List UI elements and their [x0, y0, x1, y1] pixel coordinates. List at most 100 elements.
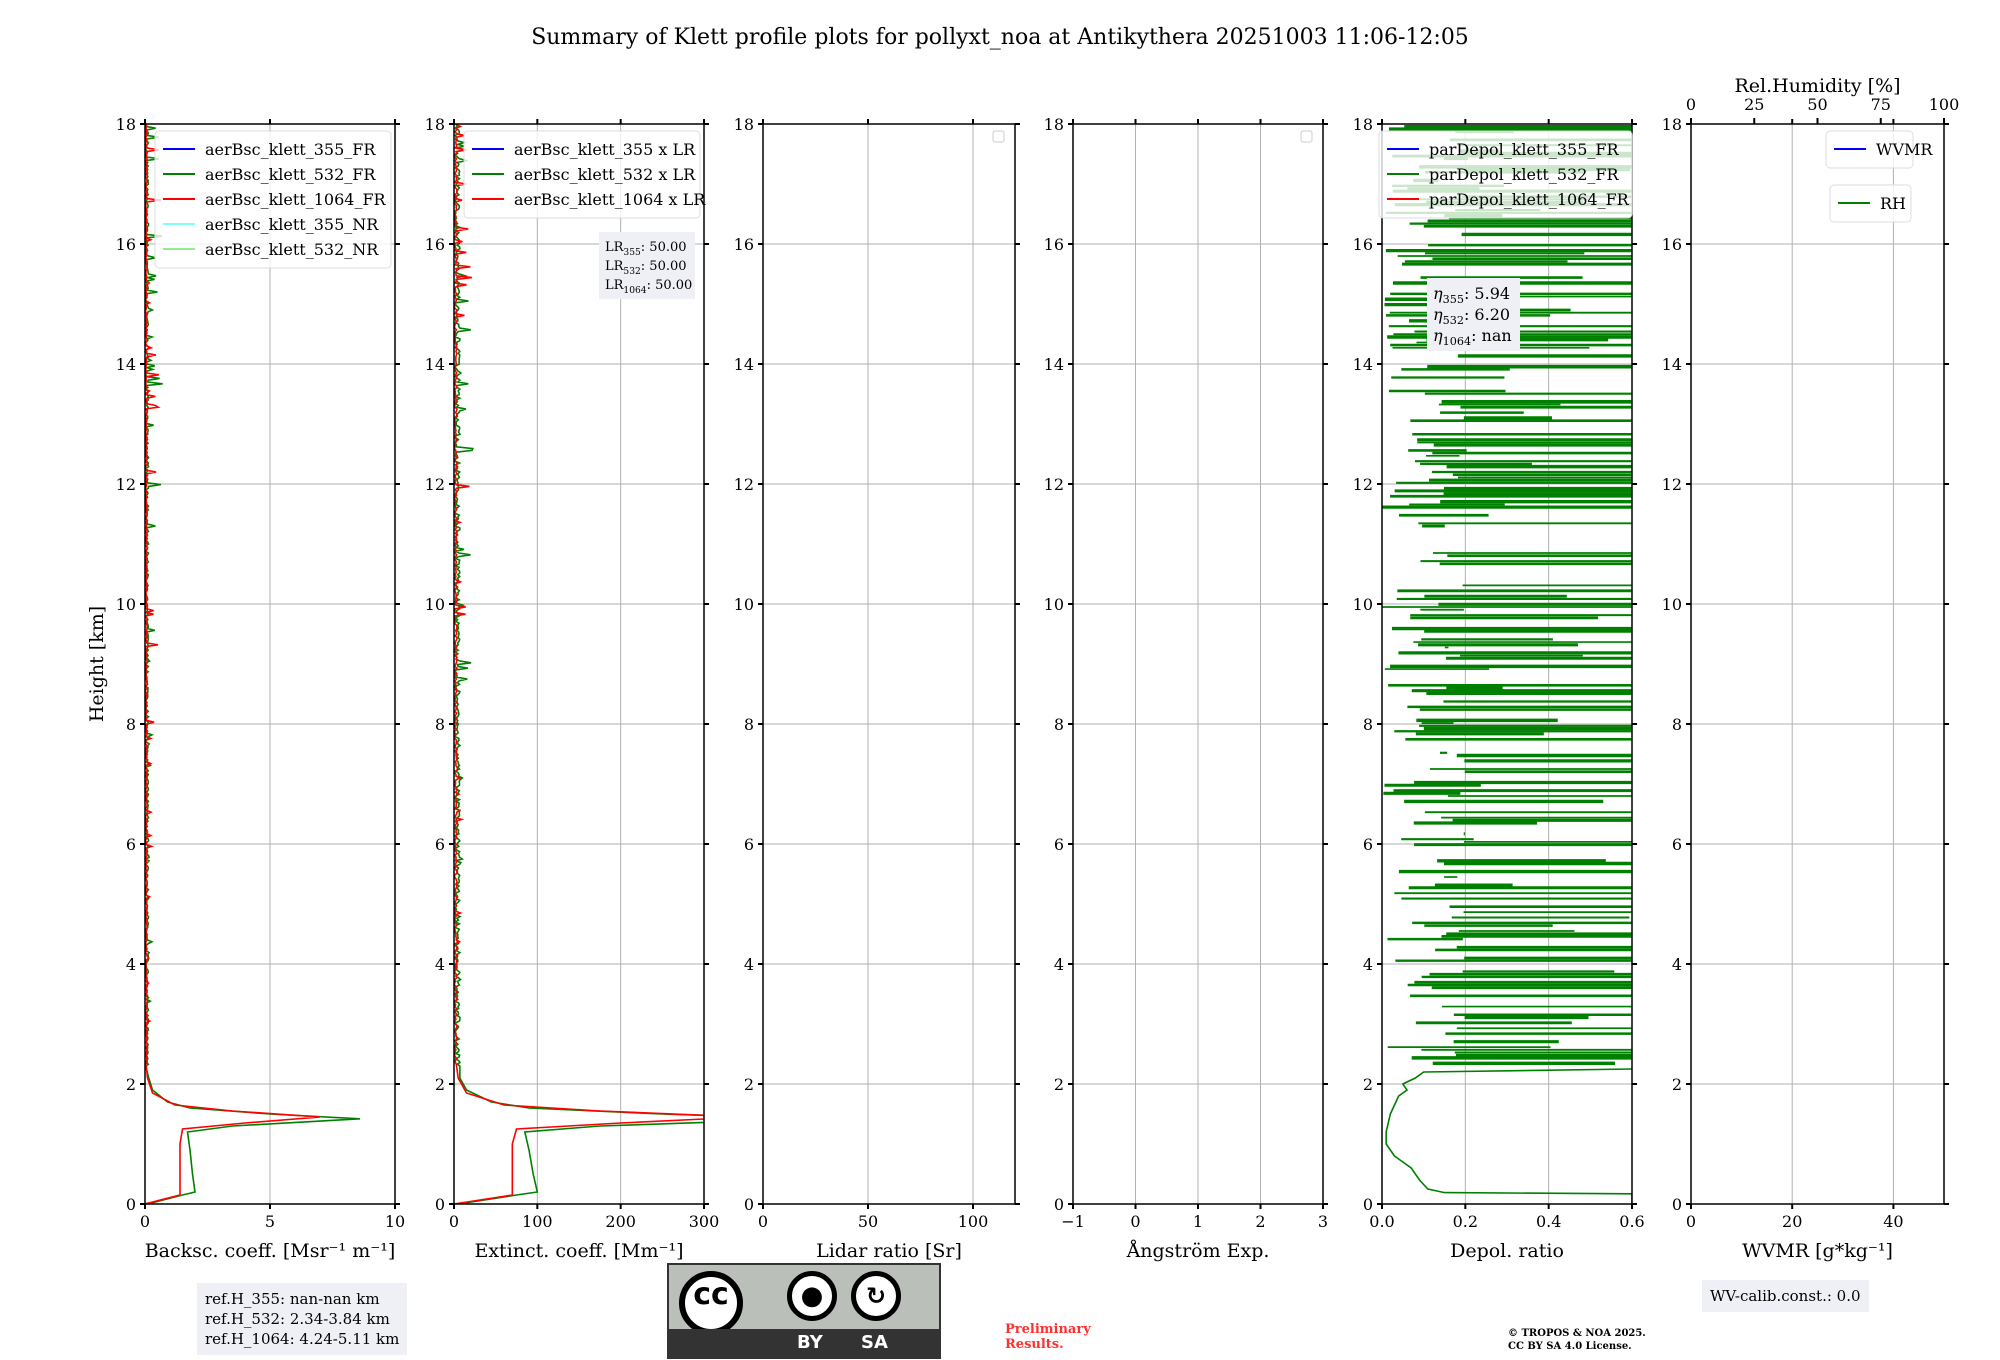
y-tick-label: 6: [1054, 835, 1064, 854]
ref-height-532: ref.H_532: 2.34-3.84 km: [205, 1310, 390, 1328]
y-tick-label: 16: [1044, 235, 1064, 254]
legend-wvmr: WVMR: [1825, 130, 1933, 169]
y-tick-label: 18: [116, 115, 136, 134]
x-tick-label: 100: [522, 1212, 553, 1231]
legend-entry: aerBsc_klett_1064_FR: [205, 190, 387, 209]
x-tick-label: 10: [385, 1212, 405, 1231]
cc-icon: cc: [679, 1271, 743, 1335]
y-tick-label: 10: [734, 595, 754, 614]
x-axis-label: WVMR [g*kg⁻¹]: [1742, 1240, 1893, 1262]
top-x-tick-label: 75: [1871, 95, 1891, 114]
y-tick-label: 10: [1353, 595, 1373, 614]
y-tick-label: 14: [1662, 355, 1682, 374]
cc-by-sa-logo: cc ● ↻ BY SA: [667, 1263, 941, 1359]
top-x-tick-label: 100: [1929, 95, 1960, 114]
y-tick-label: 18: [1662, 115, 1682, 134]
axes-frame: [762, 123, 1016, 1205]
y-tick-label: 10: [1044, 595, 1064, 614]
legend-entry: parDepol_klett_1064_FR: [1429, 190, 1630, 209]
x-tick-label: 2: [1255, 1212, 1265, 1231]
series-line-aerBsc_klett_532_FR: [145, 124, 361, 1204]
y-tick-label: 18: [734, 115, 754, 134]
y-tick-label: 12: [1044, 475, 1064, 494]
x-axis-label: Depol. ratio: [1450, 1240, 1564, 1262]
axes-frame: [1381, 123, 1633, 1205]
legend: aerBsc_klett_355_FR aerBsc_klett_532_FRae…: [154, 130, 392, 269]
legend-entry: aerBsc_klett_1064 x LR: [514, 190, 706, 209]
series-line-aerBsc_klett_1064 x LR: [454, 124, 704, 1204]
legend-frame: [1825, 130, 1914, 169]
y-tick-label: 0: [744, 1195, 754, 1214]
y-tick-label: 8: [1054, 715, 1064, 734]
y-tick-label: 2: [1363, 1075, 1373, 1094]
axes-frame: [453, 123, 705, 1205]
y-tick-label: 12: [734, 475, 754, 494]
y-tick-label: 14: [1353, 355, 1373, 374]
legend-entry: WVMR: [1876, 140, 1933, 159]
legend-entry: parDepol_klett_355_FR: [1429, 140, 1620, 159]
x-axis-label: Ångström Exp.: [1126, 1240, 1270, 1262]
y-tick-label: 4: [1672, 955, 1682, 974]
y-tick-label: 6: [1672, 835, 1682, 854]
empty-legend: [992, 130, 1005, 143]
wv-calib-text: WV-calib.const.: 0.0: [1710, 1287, 1861, 1305]
legend: aerBsc_klett_355 x LR aerBsc_klett_532 x …: [463, 130, 706, 219]
x-tick-label: 5: [265, 1212, 275, 1231]
legend-frame: [463, 130, 701, 219]
top-x-tick-label: 0: [1686, 95, 1696, 114]
preliminary-note: Preliminary Results.: [1005, 1322, 1091, 1352]
y-tick-label: 16: [1353, 235, 1373, 254]
x-tick-label: 300: [689, 1212, 720, 1231]
legend-entry: aerBsc_klett_532 x LR: [514, 165, 696, 184]
y-tick-label: 12: [1662, 475, 1682, 494]
x-axis-label: Backsc. coeff. [Msr⁻¹ m⁻¹]: [145, 1240, 396, 1262]
y-tick-label: 10: [425, 595, 445, 614]
legend-entry: aerBsc_klett_355_FR: [205, 140, 376, 159]
panel-extinction: 0 2 4 6 8 10 12 14 16 18 0 100 200 300 Extinct. coeff.…: [425, 115, 720, 1262]
x-tick-label: 1: [1193, 1212, 1203, 1231]
sa-label: SA: [861, 1332, 888, 1353]
legend-entry: aerBsc_klett_355_NR: [205, 215, 379, 234]
ref-height-355: ref.H_355: nan-nan km: [205, 1290, 380, 1308]
y-tick-label: 14: [1044, 355, 1064, 374]
legend-frame: [1829, 184, 1912, 223]
ref-height-1064: ref.H_1064: 4.24-5.11 km: [205, 1330, 400, 1348]
y-tick-label: 2: [744, 1075, 754, 1094]
annotation-line: LR532: 50.00: [605, 259, 687, 277]
copyright-note: © TROPOS & NOA 2025. CC BY SA 4.0 Licens…: [1508, 1328, 1646, 1352]
y-tick-label: 4: [1363, 955, 1373, 974]
x-tick-label: 0.4: [1536, 1212, 1561, 1231]
y-tick-label: 6: [435, 835, 445, 854]
x-tick-label: 200: [605, 1212, 636, 1231]
x-tick-label: 0: [1686, 1212, 1696, 1231]
x-tick-label: 0: [758, 1212, 768, 1231]
y-tick-label: 14: [734, 355, 754, 374]
y-tick-label: 8: [126, 715, 136, 734]
y-tick-label: 16: [1662, 235, 1682, 254]
y-tick-label: 0: [1672, 1195, 1682, 1214]
legend-frame: [154, 130, 392, 269]
legend-entry: aerBsc_klett_532_NR: [205, 240, 379, 259]
y-tick-label: 16: [425, 235, 445, 254]
x-tick-label: 0.2: [1453, 1212, 1478, 1231]
x-axis-label: Extinct. coeff. [Mm⁻¹]: [474, 1240, 683, 1262]
x-axis-label: Lidar ratio [Sr]: [816, 1240, 962, 1262]
x-tick-label: 0: [1130, 1212, 1140, 1231]
legend-entry: RH: [1880, 194, 1906, 213]
figure-title: Summary of Klett profile plots for polly…: [531, 25, 1469, 50]
annotation-line: LR1064: 50.00: [605, 278, 692, 296]
x-tick-label: 0: [449, 1212, 459, 1231]
y-tick-label: 6: [744, 835, 754, 854]
wv-calib-box: WV-calib.const.: 0.0: [1702, 1280, 1869, 1312]
legend-frame: [1378, 130, 1633, 219]
reference-heights-box: ref.H_355: nan-nan km ref.H_532: 2.34-3.…: [197, 1283, 408, 1355]
axes-frame: [1072, 123, 1324, 1205]
x-tick-label: 50: [858, 1212, 878, 1231]
annotation-line: LR355: 50.00: [605, 240, 687, 258]
annotation-line: η355: 5.94: [1433, 284, 1510, 306]
annotation-line: η1064: nan: [1433, 326, 1512, 348]
y-tick-label: 0: [126, 1195, 136, 1214]
